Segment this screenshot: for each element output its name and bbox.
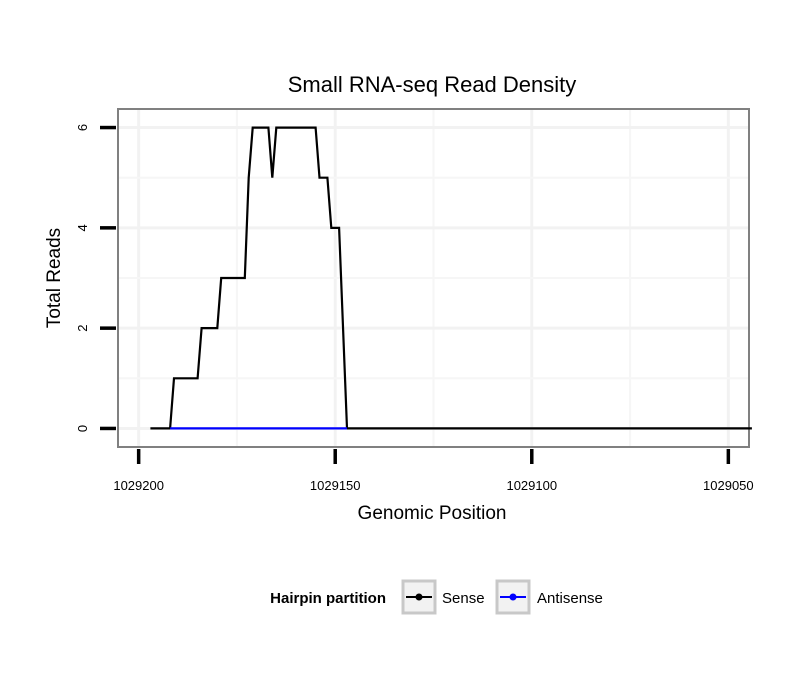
axis-layer: 1029200 1029150 1029100 1029050 0 2 4 6: [75, 124, 754, 493]
y-tick-label: 0: [75, 425, 90, 432]
legend-title: Hairpin partition: [270, 590, 386, 607]
legend-label-antisense: Antisense: [537, 590, 603, 607]
y-tick-label: 6: [75, 124, 90, 131]
x-tick-label: 1029200: [113, 478, 164, 493]
x-tick-label: 1029150: [310, 478, 361, 493]
series-layer: [150, 126, 752, 430]
grid-layer: [119, 110, 748, 446]
y-tick-label: 2: [75, 325, 90, 332]
x-tick-label: 1029100: [506, 478, 557, 493]
x-axis-title: Genomic Position: [358, 503, 507, 524]
plot-panel-border: [117, 108, 750, 448]
legend-label-sense: Sense: [442, 590, 485, 607]
y-tick-label: 4: [75, 224, 90, 231]
x-tick-label: 1029050: [703, 478, 754, 493]
legend: Hairpin partition Sense Antisense: [270, 579, 603, 615]
legend-antisense-marker: [509, 593, 517, 601]
chart-title: Small RNA-seq Read Density: [288, 72, 577, 97]
legend-sense-marker: [415, 593, 423, 601]
series-line-sense: [150, 126, 752, 430]
y-axis-title: Total Reads: [44, 228, 65, 328]
